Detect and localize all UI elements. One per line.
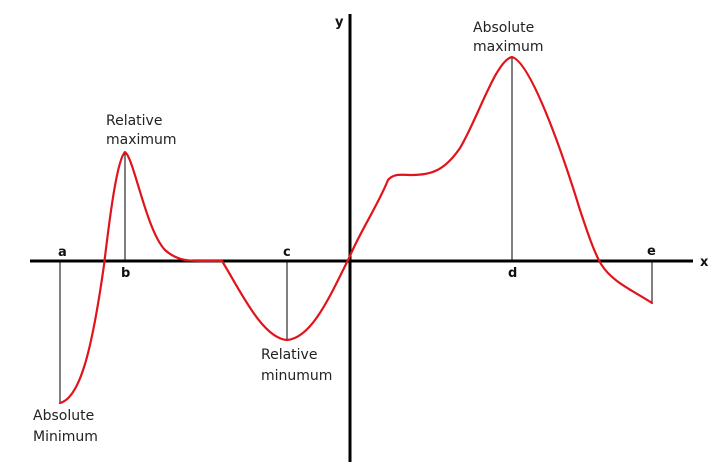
relative-minimum-label-line2: minumum bbox=[261, 368, 332, 384]
relative-maximum-label-line1: Relative bbox=[106, 113, 162, 129]
point-label-d: d bbox=[508, 266, 517, 281]
relative-maximum-label-line2: maximum bbox=[106, 132, 177, 148]
x-axis-label: x bbox=[700, 255, 709, 270]
absolute-maximum-label-line2: maximum bbox=[473, 39, 544, 55]
point-label-b: b bbox=[121, 266, 130, 281]
point-label-e: e bbox=[647, 244, 656, 259]
function-curve bbox=[58, 55, 654, 405]
absolute-minimum-label-line2: Minimum bbox=[33, 429, 98, 445]
absolute-minimum-label-line1: Absolute bbox=[33, 408, 94, 424]
y-axis-label: y bbox=[335, 15, 344, 30]
absolute-maximum-label-line1: Absolute bbox=[473, 20, 534, 36]
point-label-c: c bbox=[283, 245, 291, 260]
relative-minimum-label-line1: Relative bbox=[261, 347, 317, 363]
point-label-a: a bbox=[58, 245, 67, 260]
